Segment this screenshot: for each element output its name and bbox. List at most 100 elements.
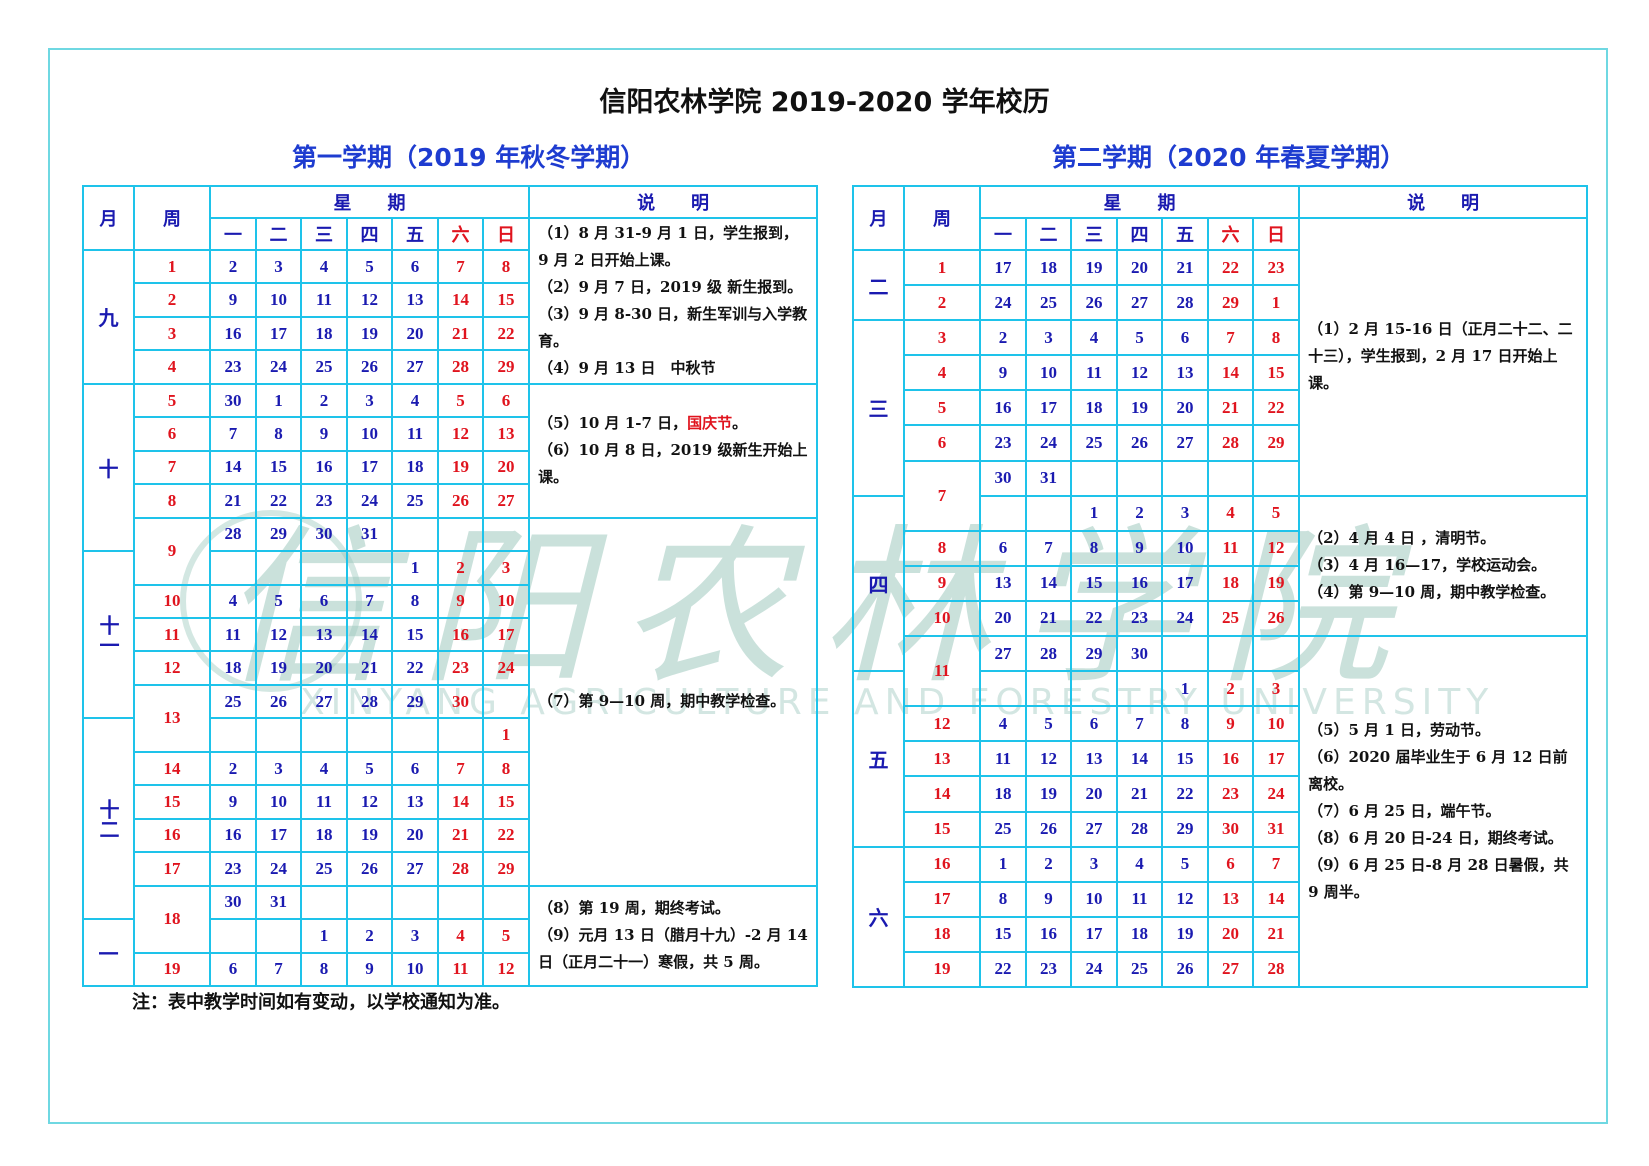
day-cell: 9 (437, 583, 484, 619)
day-cell: 22 (979, 950, 1027, 988)
day-cell: 1 (1161, 670, 1209, 708)
day-cell: 22 (481, 315, 531, 352)
day-cell (1116, 670, 1163, 708)
day-cell: 15 (255, 449, 302, 486)
note-text: （3）4 月 16—17，学校运动会。 (1308, 556, 1547, 575)
day-cell (1207, 459, 1254, 497)
day-cell (1161, 459, 1209, 497)
note-item: （5）5 月 1 日，劳动节。 (1308, 717, 1578, 744)
day-cell: 14 (1207, 354, 1254, 392)
week-row: 十 5 30 1 2 3 4 5 6 （5）10 月 1-7 日，国庆节。 （6）10 月 8 日，… (82, 382, 819, 553)
week-number-cell: 8 (133, 483, 211, 519)
footnote: 注：表中教学时间如有变动，以学校通知为准。 (132, 992, 510, 1013)
day-cell: 16 (209, 817, 257, 854)
day-cell: 21 (1207, 389, 1254, 427)
day-cell: 19 (1161, 915, 1209, 953)
weekday-header: 日 (1251, 217, 1301, 251)
day-cell: 20 (481, 449, 531, 486)
week-row: 十一 1 2 3 (82, 550, 817, 720)
day-cell: 19 (255, 650, 302, 686)
notes-cell: （5）10 月 1-7 日，国庆节。 （6）10 月 8 日，2019 级新生开始… (528, 382, 819, 519)
weekday-header: 二 (255, 217, 302, 251)
day-cell: 22 (391, 650, 439, 686)
day-cell: 11 (979, 740, 1027, 778)
day-cell: 1 (300, 918, 348, 954)
day-cell: 22 (1070, 599, 1118, 638)
month-cell: 九 (82, 249, 135, 385)
day-cell (481, 516, 531, 553)
semester-2-calendar-table: 月周星 期说 明一二三四五六日（1）2 月 15-16 日（正月二十二、二十三）… (852, 185, 1589, 988)
day-cell: 20 (1161, 389, 1209, 427)
day-cell: 30 (300, 516, 348, 553)
day-cell: 14 (437, 784, 484, 820)
week-row: 13 11 12 13 14 15 16 17 (853, 740, 1587, 778)
column-header-weekday: 星 期 (978, 185, 1301, 219)
note-item: （3）4 月 16—17，学校运动会。 (1308, 552, 1578, 579)
day-cell: 22 (1207, 248, 1254, 287)
day-cell: 8 (1070, 529, 1118, 567)
day-cell: 22 (1251, 389, 1301, 427)
day-cell: 29 (1207, 284, 1254, 322)
day-cell: 28 (1025, 635, 1072, 673)
note-item: （2）4 月 4 日 ，清明节。 (1308, 525, 1578, 552)
day-cell: 26 (1161, 950, 1209, 988)
day-cell: 31 (255, 884, 302, 921)
day-cell: 9 (1025, 880, 1072, 918)
day-cell: 27 (1207, 950, 1254, 988)
day-cell: 3 (346, 382, 393, 419)
note-item: （3）9 月 8-30 日，新生军训与入学教育。 (538, 301, 808, 355)
day-cell: 7 (437, 248, 484, 285)
day-cell (979, 494, 1027, 532)
day-cell: 11 (1116, 880, 1163, 918)
day-cell (255, 717, 302, 753)
weekday-header: 二 (1025, 217, 1072, 251)
week-number-cell: 16 (903, 845, 981, 883)
week-row: 11 27 28 29 30 （5）5 月 1 日，劳动节。 （6）2020 届毕业生于 6… (853, 635, 1589, 988)
day-cell: 20 (391, 817, 439, 854)
week-row: 16 16 17 18 19 20 21 22 (83, 817, 817, 854)
day-cell: 21 (437, 315, 484, 352)
day-cell: 7 (1251, 845, 1301, 883)
day-cell: 20 (300, 650, 348, 686)
note-text: （4）9 月 13 日 中秋节 (538, 358, 716, 377)
note-item: （7）6 月 25 日，端午节。 (1308, 798, 1578, 825)
week-row: 4 9 10 11 12 13 14 15 (853, 354, 1587, 392)
week-row: 2 24 25 26 27 28 29 1 (853, 284, 1587, 322)
day-cell: 9 (209, 784, 257, 820)
column-header-notes: 说 明 (528, 185, 819, 219)
page-title: 信阳农林学院 2019-2020 学年校历 (599, 87, 1050, 118)
note-text: 。 (732, 414, 748, 433)
header-row: 月周星 期说 明 (82, 185, 819, 251)
week-number-cell: 5 (133, 382, 211, 419)
note-item: （1）8 月 31-9 月 1 日，学生报到，9 月 2 日开始上课。 (538, 220, 808, 274)
note-text: （5）10 月 1-7 日， (538, 414, 688, 433)
day-cell: 2 (1025, 845, 1072, 883)
notes-cell: （1）2 月 15-16 日（正月二十二、二十三），学生报到，2 月 17 日开… (1298, 217, 1589, 497)
week-row: 8 21 22 23 24 25 26 27 (83, 483, 817, 519)
day-cell: 25 (1025, 284, 1072, 322)
day-cell: 7 (1116, 705, 1163, 743)
week-row: 18 30 31 （8）第 19 周，期终考试。 （9）元月 13 日（腊月十九）-2 … (83, 884, 819, 987)
week-row: 4 23 24 25 26 27 28 29 (83, 349, 817, 385)
day-cell: 15 (1251, 354, 1301, 392)
day-cell: 25 (300, 349, 348, 385)
day-cell: 11 (300, 282, 348, 318)
day-cell: 23 (1207, 775, 1254, 813)
day-cell (300, 550, 348, 586)
week-row: 15 9 10 11 12 13 14 15 (83, 784, 817, 820)
day-cell: 3 (255, 248, 302, 285)
day-cell: 21 (1251, 915, 1301, 953)
day-cell: 21 (346, 650, 393, 686)
week-row: 9 13 14 15 16 17 18 19 (853, 564, 1587, 602)
day-cell: 13 (391, 784, 439, 820)
day-cell: 15 (481, 282, 531, 318)
weekday-header: 三 (1070, 217, 1118, 251)
week-row: 2 9 10 11 12 13 14 15 (83, 282, 817, 318)
day-cell: 27 (391, 349, 439, 385)
day-cell: 15 (1070, 564, 1118, 602)
weekday-header: 日 (481, 217, 531, 251)
note-item: （6）2020 届毕业生于 6 月 12 日前离校。 (1308, 744, 1578, 798)
week-row: 10 20 21 22 23 24 25 26 (853, 599, 1587, 638)
day-cell: 3 (1251, 670, 1301, 708)
day-cell: 21 (1116, 775, 1163, 813)
